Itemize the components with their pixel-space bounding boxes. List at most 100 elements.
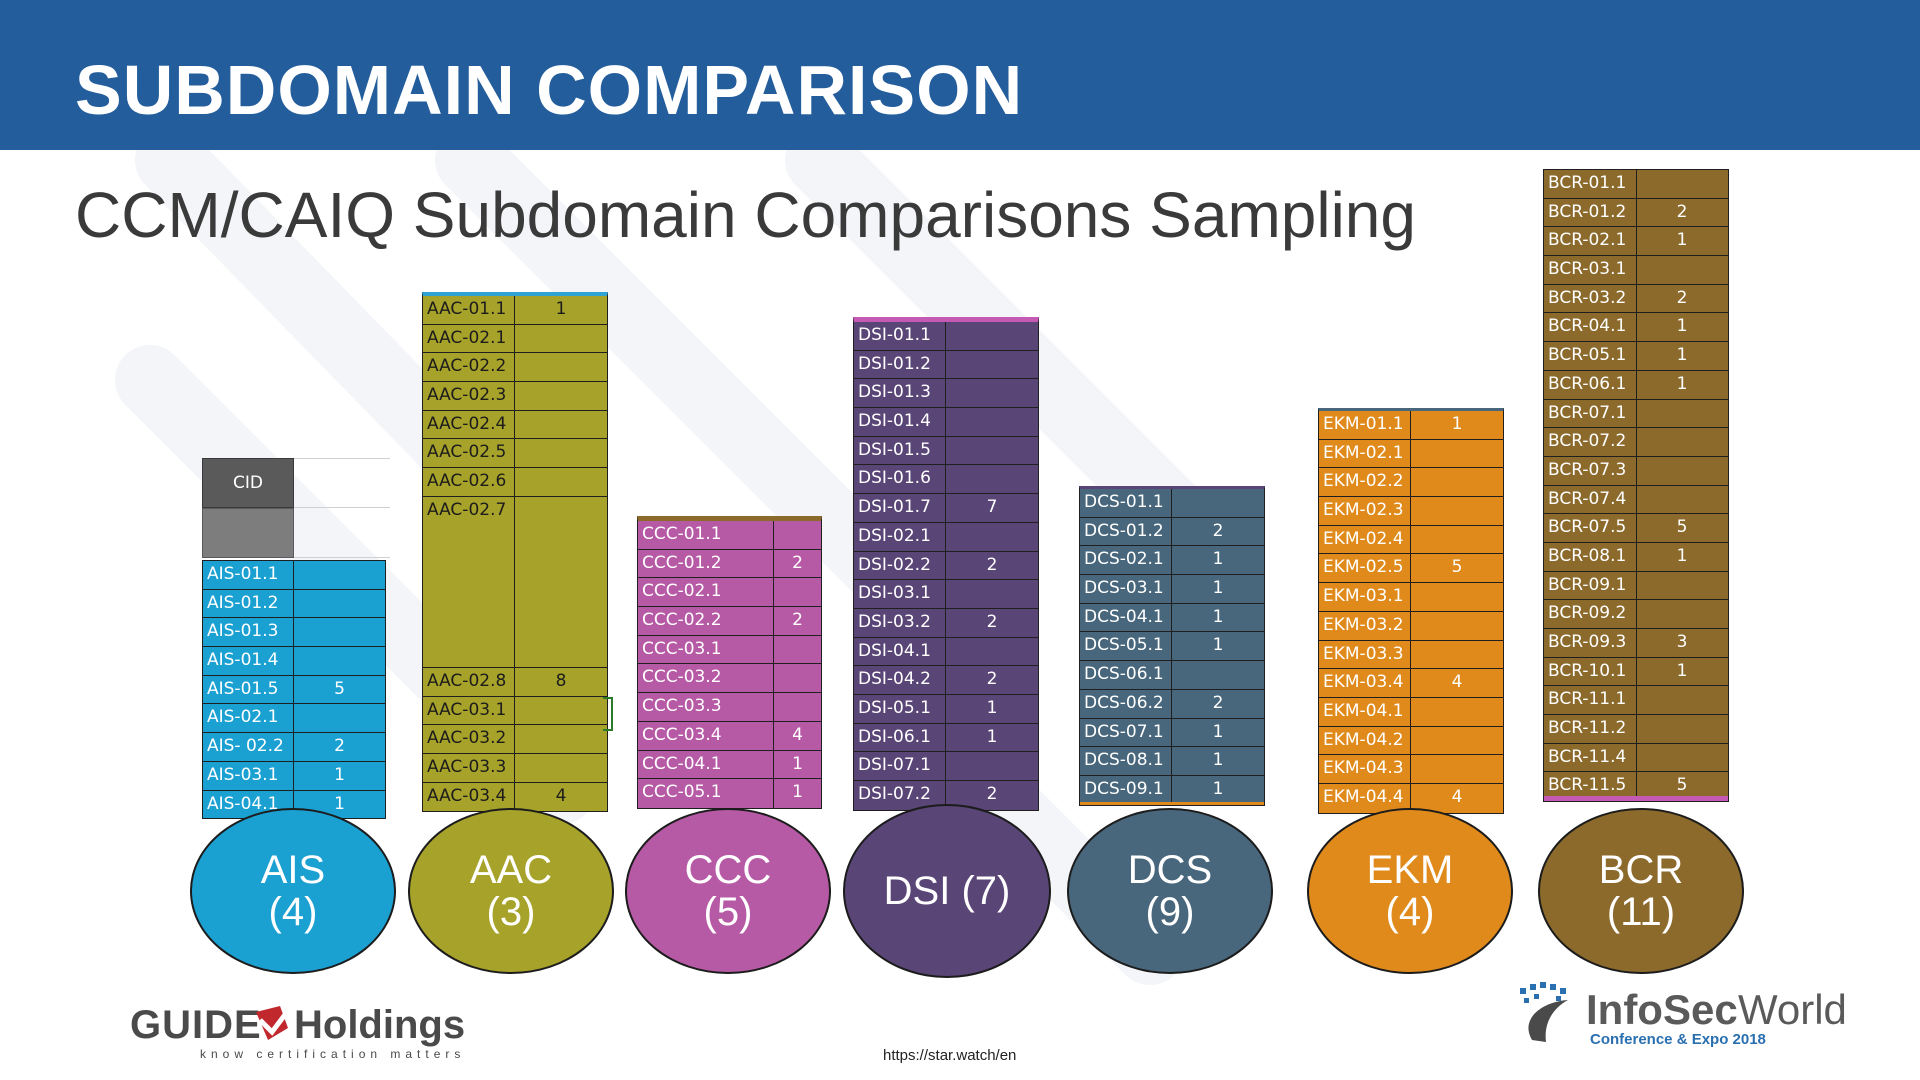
row-id: AIS-01.1: [203, 561, 295, 589]
table-row: BCR-05.1 1: [1544, 342, 1728, 371]
table-row: AAC-02.4: [423, 410, 607, 440]
row-value: [946, 580, 1038, 608]
svg-text:InfoSec: InfoSec: [1586, 986, 1738, 1033]
table-row: BCR-07.1: [1544, 399, 1728, 429]
row-value: 1: [792, 782, 803, 803]
row-id: CCC-03.2: [638, 664, 774, 693]
table-row: BCR-11.5 5: [1544, 772, 1728, 802]
row-value: 5: [1676, 517, 1688, 538]
cid-header-cell: CID: [202, 458, 294, 508]
table-row: EKM-03.1: [1319, 583, 1503, 612]
row-id: EKM-02.4: [1319, 525, 1411, 554]
bubble-count: (4): [268, 890, 318, 934]
row-id: DSI-01.5: [854, 436, 946, 465]
bcr-table: BCR-01.1 BCR-01.2 2 BCR-02.1 1 BCR-03.1 BC…: [1543, 169, 1729, 803]
page-subtitle: CCM/CAIQ Subdomain Comparisons Sampling: [75, 179, 1416, 251]
row-id: AAC-02.3: [423, 382, 515, 410]
row-id: BCR-11.4: [1544, 743, 1637, 772]
row-value: [1637, 686, 1727, 714]
row-value: [774, 693, 821, 721]
row-value: 1: [792, 753, 803, 774]
row-id: AIS-03.1: [203, 761, 295, 790]
table-row: BCR-07.2: [1544, 428, 1728, 457]
bubble-count: (3): [486, 890, 536, 934]
row-id: BCR-10.1: [1544, 657, 1637, 686]
table-row: CCC-02.2 2: [638, 607, 821, 636]
row-value: [1411, 468, 1503, 496]
row-value: [774, 636, 821, 664]
table-row: DSI-01.7 7: [854, 494, 1038, 523]
row-id: CCC-03.1: [638, 635, 774, 664]
row-value: 4: [1451, 672, 1463, 693]
row-id: AIS-01.3: [203, 618, 295, 647]
table-row: DCS-08.1 1: [1080, 747, 1264, 776]
row-id: AAC-02.7: [423, 496, 515, 667]
row-value: [294, 647, 385, 675]
svg-text:Conference & Expo 2018: Conference & Expo 2018: [1590, 1031, 1766, 1048]
row-id: CCC-02.1: [638, 578, 774, 607]
row-value: [946, 351, 1038, 379]
row-value: 4: [555, 785, 567, 806]
ccc-bubble: CCC (5): [625, 808, 831, 974]
bubble-count: (5): [703, 890, 753, 934]
table-row: BCR-07.5 5: [1544, 514, 1728, 543]
row-value: 2: [792, 552, 803, 573]
row-id: DCS-03.1: [1080, 575, 1172, 603]
table-row: BCR-03.2 2: [1544, 284, 1728, 314]
row-value: [774, 521, 821, 549]
row-value: [1637, 715, 1727, 743]
row-id: EKM-02.2: [1319, 468, 1411, 497]
row-id: CCC-03.4: [638, 721, 774, 750]
table-row: CCC-03.3: [638, 693, 821, 722]
row-id: CCC-01.1: [638, 521, 774, 549]
table-row: DSI-04.2 2: [854, 666, 1038, 695]
row-value: 1: [986, 726, 998, 747]
table-row: DSI-01.6: [854, 465, 1038, 495]
row-value: 1: [1212, 549, 1224, 570]
table-row: AAC-03.1: [423, 696, 607, 726]
table-row: EKM-04.2: [1319, 726, 1503, 756]
ais-table: CID AIS-01.1 AIS-01.2 AIS-01.3 AIS-01.4 …: [202, 458, 390, 820]
row-id: BCR-01.1: [1544, 170, 1637, 198]
row-value: 1: [1212, 635, 1224, 656]
row-id: AIS-01.4: [203, 647, 295, 675]
row-id: DCS-08.1: [1080, 747, 1172, 775]
dcs-table: DCS-01.1 DCS-01.2 2 DCS-02.1 1 DCS-03.1 1 D…: [1079, 486, 1265, 806]
table-row: AIS-01.4: [203, 647, 385, 676]
table-row: CCC-02.1: [638, 578, 821, 608]
dcs-bubble: DCS (9): [1067, 808, 1273, 974]
row-id: BCR-05.1: [1544, 342, 1637, 370]
row-value: [515, 468, 607, 496]
table-row: EKM-02.5 5: [1319, 554, 1503, 584]
table-row: EKM-03.4 4: [1319, 669, 1503, 698]
row-value: [1411, 641, 1503, 669]
row-value: 2: [986, 554, 998, 575]
row-value: 1: [1212, 721, 1224, 742]
table-row: AIS-01.2: [203, 589, 385, 619]
bubble-count: (11): [1606, 890, 1676, 934]
row-value: [515, 725, 607, 753]
row-id: DSI-01.1: [854, 322, 946, 350]
row-id: AAC-02.4: [423, 410, 515, 439]
row-value: [1637, 256, 1727, 284]
row-id: DCS-05.1: [1080, 632, 1172, 661]
row-id: DSI-02.1: [854, 522, 946, 551]
table-row: DCS-01.2 2: [1080, 517, 1264, 547]
table-row: AAC-02.5: [423, 439, 607, 469]
table-row: AIS-01.1: [203, 561, 385, 590]
row-id: BCR-03.2: [1544, 284, 1637, 313]
guide-holdings-logo: GUIDE Holdings know certification matter…: [130, 1003, 465, 1061]
row-value: [515, 497, 607, 667]
row-value: [946, 523, 1038, 551]
row-value: [1637, 486, 1727, 514]
row-value: [515, 382, 607, 410]
table-row: DSI-04.1: [854, 637, 1038, 667]
row-value: [515, 325, 607, 353]
bubble-name: DCS: [1127, 848, 1213, 892]
row-value: 7: [986, 497, 998, 518]
row-id: BCR-07.2: [1544, 428, 1637, 456]
table-row: CCC-05.1 1: [638, 779, 821, 808]
table-row: BCR-04.1 1: [1544, 313, 1728, 343]
row-id: CCC-01.2: [638, 549, 774, 578]
row-id: DSI-03.2: [854, 608, 946, 637]
